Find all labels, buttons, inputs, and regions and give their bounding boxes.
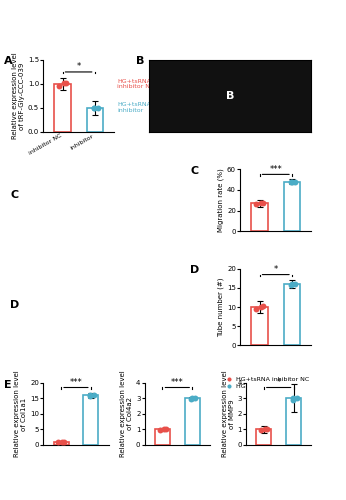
- Point: [161, 426, 167, 434]
- Point: [261, 198, 266, 206]
- Point: [95, 104, 101, 112]
- Point: [91, 392, 97, 400]
- Point: [63, 78, 69, 86]
- Text: D: D: [190, 265, 199, 275]
- Y-axis label: Migration rate (%): Migration rate (%): [218, 168, 224, 232]
- Y-axis label: Relative expression level
of Col1a1: Relative expression level of Col1a1: [14, 370, 27, 458]
- Point: [290, 396, 295, 404]
- Bar: [155, 430, 170, 445]
- Text: B: B: [226, 91, 234, 101]
- Y-axis label: Relative expression level
of tRF-Gly-CCC-039: Relative expression level of tRF-Gly-CCC…: [12, 52, 25, 139]
- Point: [258, 302, 264, 310]
- Point: [261, 302, 266, 310]
- Point: [57, 82, 62, 90]
- Point: [258, 426, 264, 434]
- Point: [189, 394, 194, 402]
- Point: [62, 438, 67, 446]
- Bar: [286, 398, 301, 445]
- Point: [189, 394, 194, 402]
- Point: [254, 200, 259, 208]
- Text: A: A: [4, 56, 13, 66]
- Text: ***: ***: [270, 165, 282, 174]
- Point: [163, 425, 169, 433]
- Point: [157, 426, 162, 434]
- Bar: [256, 430, 271, 445]
- Text: HG+tsRNA
inhibitor: HG+tsRNA inhibitor: [117, 102, 151, 113]
- Point: [289, 280, 294, 288]
- Point: [289, 178, 294, 186]
- Bar: [252, 307, 268, 346]
- Point: [60, 438, 65, 446]
- Point: [61, 80, 67, 88]
- Point: [290, 394, 296, 402]
- Point: [88, 391, 93, 399]
- Point: [288, 178, 294, 186]
- Point: [192, 394, 198, 402]
- Point: [91, 104, 97, 112]
- Bar: [86, 108, 103, 132]
- Text: *: *: [276, 378, 281, 387]
- Text: HG+tsRNA
inhibitor NC: HG+tsRNA inhibitor NC: [117, 78, 155, 90]
- Bar: [54, 84, 71, 132]
- Text: *: *: [274, 265, 278, 274]
- Text: C: C: [190, 166, 198, 176]
- Bar: [54, 442, 69, 445]
- Text: ***: ***: [171, 378, 184, 387]
- Bar: [83, 396, 98, 445]
- Bar: [284, 284, 300, 346]
- Point: [91, 104, 97, 112]
- Point: [292, 178, 298, 186]
- Point: [87, 392, 93, 400]
- Text: ***: ***: [70, 378, 82, 387]
- Point: [263, 425, 268, 433]
- Bar: [284, 182, 300, 232]
- Text: E: E: [4, 380, 12, 390]
- Y-axis label: Relative expression level
of Col4a2: Relative expression level of Col4a2: [120, 370, 133, 458]
- Point: [294, 394, 299, 402]
- Text: D: D: [10, 300, 20, 310]
- Point: [288, 280, 294, 288]
- Text: *: *: [76, 62, 81, 71]
- Text: B: B: [136, 56, 144, 66]
- Point: [292, 280, 298, 288]
- Y-axis label: Relative expression level
of MMP9: Relative expression level of MMP9: [221, 370, 235, 458]
- Bar: [185, 398, 200, 445]
- Legend: HG+tsRNA inhibitor NC, HG+tsRNA inhibitor: HG+tsRNA inhibitor NC, HG+tsRNA inhibito…: [224, 374, 312, 392]
- Point: [254, 305, 259, 313]
- Point: [264, 425, 270, 433]
- Point: [258, 199, 264, 207]
- Y-axis label: Tube number (#): Tube number (#): [218, 278, 224, 337]
- Text: C: C: [10, 190, 18, 200]
- Bar: [252, 204, 268, 232]
- Point: [55, 438, 61, 446]
